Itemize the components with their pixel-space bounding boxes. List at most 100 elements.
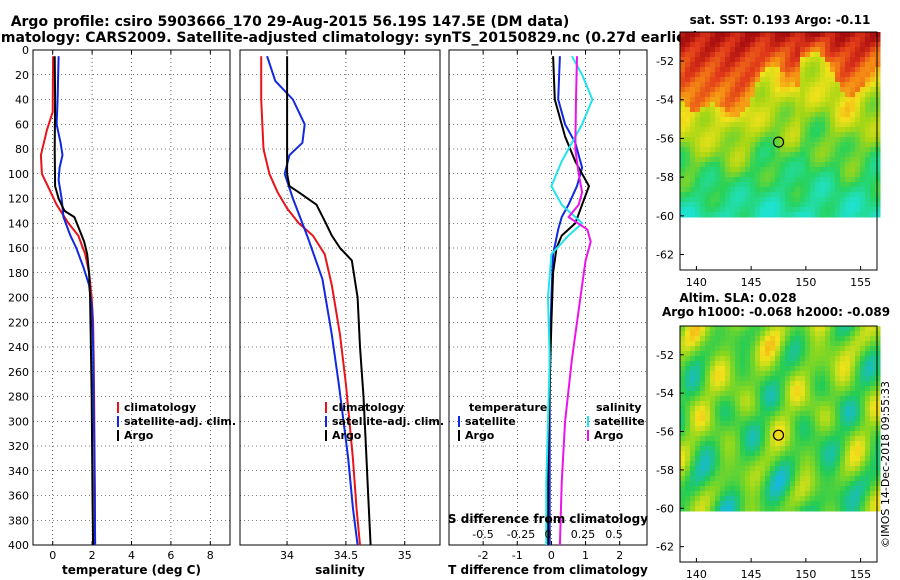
series-line-satellite bbox=[548, 56, 584, 545]
heatmap-cell bbox=[865, 147, 871, 153]
heatmap-cell bbox=[815, 92, 821, 98]
heatmap-cell bbox=[725, 431, 731, 437]
heatmap-cell bbox=[745, 82, 751, 88]
heatmap-cell bbox=[795, 62, 801, 68]
heatmap-cell bbox=[705, 491, 711, 497]
heatmap-cell bbox=[865, 346, 871, 352]
heatmap-cell bbox=[825, 52, 831, 58]
heatmap-cell bbox=[785, 386, 791, 392]
heatmap-cell bbox=[755, 341, 761, 347]
heatmap-cell bbox=[835, 456, 841, 462]
heatmap-cell bbox=[850, 461, 856, 467]
heatmap-cell bbox=[750, 92, 756, 98]
heatmap-cell bbox=[840, 341, 846, 347]
heatmap-cell bbox=[740, 72, 746, 78]
heatmap-cell bbox=[835, 62, 841, 68]
heatmap-cell bbox=[785, 212, 791, 218]
heatmap-cell bbox=[845, 431, 851, 437]
heatmap-cell bbox=[820, 411, 826, 417]
heatmap-cell bbox=[725, 82, 731, 88]
heatmap-cell bbox=[875, 212, 881, 218]
heatmap-cell bbox=[760, 212, 766, 218]
heatmap-cell bbox=[720, 57, 726, 63]
x-tick-label: -2 bbox=[478, 549, 489, 562]
heatmap-cell bbox=[795, 331, 801, 337]
heatmap-cell bbox=[865, 336, 871, 342]
heatmap-cell bbox=[760, 97, 766, 103]
heatmap-cell bbox=[785, 172, 791, 178]
y-tick-label: -54 bbox=[656, 387, 674, 400]
heatmap-cell bbox=[865, 52, 871, 58]
heatmap-cell bbox=[715, 451, 721, 457]
heatmap-cell bbox=[815, 356, 821, 362]
heatmap-cell bbox=[695, 346, 701, 352]
heatmap-cell bbox=[690, 172, 696, 178]
heatmap-cell bbox=[815, 57, 821, 63]
y-tick-label: 160 bbox=[8, 242, 29, 255]
heatmap-cell bbox=[730, 77, 736, 83]
heatmap-cell bbox=[800, 127, 806, 133]
heatmap-cell bbox=[725, 496, 731, 502]
heatmap-cell bbox=[850, 481, 856, 487]
heatmap-cell bbox=[840, 147, 846, 153]
heatmap-cell bbox=[755, 32, 761, 38]
heatmap-cell bbox=[800, 152, 806, 158]
heatmap-cell bbox=[805, 102, 811, 108]
heatmap-cell bbox=[810, 152, 816, 158]
heatmap-cell bbox=[855, 476, 861, 482]
heatmap-cell bbox=[760, 426, 766, 432]
heatmap-cell bbox=[770, 326, 776, 332]
heatmap-cell bbox=[760, 37, 766, 43]
x-tick-label: 0 bbox=[49, 549, 56, 562]
heatmap-cell bbox=[835, 336, 841, 342]
heatmap-cell bbox=[855, 501, 861, 507]
heatmap-cell bbox=[740, 157, 746, 163]
heatmap-cell bbox=[860, 491, 866, 497]
heatmap-cell bbox=[740, 122, 746, 128]
heatmap-cell bbox=[680, 416, 686, 422]
heatmap-cell bbox=[810, 182, 816, 188]
heatmap-cell bbox=[815, 52, 821, 58]
heatmap-cell bbox=[785, 411, 791, 417]
heatmap-cell bbox=[790, 471, 796, 477]
heatmap-cell bbox=[715, 182, 721, 188]
heatmap-cell bbox=[680, 167, 686, 173]
heatmap-cell bbox=[720, 476, 726, 482]
heatmap-cell bbox=[755, 466, 761, 472]
heatmap-cell bbox=[795, 361, 801, 367]
heatmap-cell bbox=[750, 501, 756, 507]
heatmap-cell bbox=[805, 42, 811, 48]
heatmap-cell bbox=[860, 396, 866, 402]
heatmap-cell bbox=[770, 501, 776, 507]
heatmap-cell bbox=[805, 326, 811, 332]
heatmap-cell bbox=[715, 341, 721, 347]
heatmap-cell bbox=[855, 32, 861, 38]
heatmap-cell bbox=[845, 202, 851, 208]
heatmap-cell bbox=[680, 177, 686, 183]
heatmap-cell bbox=[865, 446, 871, 452]
heatmap-cell bbox=[715, 366, 721, 372]
heatmap-cell bbox=[735, 486, 741, 492]
heatmap-cell bbox=[800, 361, 806, 367]
heatmap-cell bbox=[830, 346, 836, 352]
heatmap-cell bbox=[840, 172, 846, 178]
heatmap-cell bbox=[810, 117, 816, 123]
heatmap-cell bbox=[695, 441, 701, 447]
heatmap-cell bbox=[760, 441, 766, 447]
heatmap-cell bbox=[740, 476, 746, 482]
heatmap-cell bbox=[710, 197, 716, 203]
heatmap-cell bbox=[765, 361, 771, 367]
heatmap-cell bbox=[805, 331, 811, 337]
heatmap-cell bbox=[700, 431, 706, 437]
heatmap-cell bbox=[745, 52, 751, 58]
heatmap-cell bbox=[790, 192, 796, 198]
heatmap-cell bbox=[810, 336, 816, 342]
y-tick-label: 180 bbox=[8, 267, 29, 280]
heatmap-cell bbox=[865, 142, 871, 148]
heatmap-cell bbox=[805, 32, 811, 38]
heatmap-cell bbox=[755, 406, 761, 412]
heatmap-cell bbox=[785, 361, 791, 367]
heatmap-cell bbox=[685, 102, 691, 108]
heatmap-cell bbox=[870, 147, 876, 153]
heatmap-cell bbox=[730, 466, 736, 472]
